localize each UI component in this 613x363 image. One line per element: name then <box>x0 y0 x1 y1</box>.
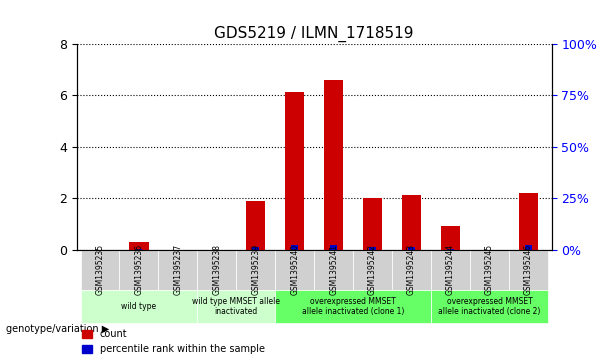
Bar <box>441 227 460 249</box>
Text: GSM1395235: GSM1395235 <box>96 244 104 295</box>
FancyBboxPatch shape <box>197 249 236 290</box>
FancyBboxPatch shape <box>275 290 431 323</box>
Text: GSM1395241: GSM1395241 <box>329 244 338 295</box>
FancyBboxPatch shape <box>120 249 158 290</box>
FancyBboxPatch shape <box>392 249 431 290</box>
FancyBboxPatch shape <box>197 290 275 323</box>
Bar <box>408 248 415 249</box>
Bar <box>330 245 337 249</box>
Bar <box>246 201 265 249</box>
Bar <box>285 93 305 249</box>
FancyBboxPatch shape <box>431 290 548 323</box>
Text: overexpressed MMSET
allele inactivated (clone 2): overexpressed MMSET allele inactivated (… <box>438 297 541 316</box>
Text: GSM1395236: GSM1395236 <box>134 244 143 295</box>
Bar <box>253 248 259 249</box>
Bar <box>525 245 531 249</box>
Bar <box>129 242 149 249</box>
Text: wild type: wild type <box>121 302 156 311</box>
Bar <box>402 195 421 249</box>
Text: GSM1395246: GSM1395246 <box>524 244 533 295</box>
Text: wild type MMSET allele
inactivated: wild type MMSET allele inactivated <box>192 297 280 316</box>
FancyBboxPatch shape <box>353 249 392 290</box>
Text: GSM1395242: GSM1395242 <box>368 244 377 295</box>
FancyBboxPatch shape <box>80 249 120 290</box>
Text: GSM1395243: GSM1395243 <box>407 244 416 295</box>
Bar <box>519 193 538 249</box>
FancyBboxPatch shape <box>314 249 353 290</box>
Text: GSM1395239: GSM1395239 <box>251 244 261 295</box>
Text: GSM1395238: GSM1395238 <box>212 244 221 295</box>
Bar <box>291 245 298 249</box>
Text: GSM1395237: GSM1395237 <box>173 244 183 295</box>
Bar <box>369 248 376 249</box>
Title: GDS5219 / ILMN_1718519: GDS5219 / ILMN_1718519 <box>215 26 414 42</box>
Text: GSM1395244: GSM1395244 <box>446 244 455 295</box>
FancyBboxPatch shape <box>158 249 197 290</box>
Text: genotype/variation ▶: genotype/variation ▶ <box>6 323 109 334</box>
FancyBboxPatch shape <box>509 249 548 290</box>
FancyBboxPatch shape <box>431 249 470 290</box>
FancyBboxPatch shape <box>470 249 509 290</box>
Text: GSM1395240: GSM1395240 <box>290 244 299 295</box>
Text: GSM1395245: GSM1395245 <box>485 244 494 295</box>
Bar <box>363 198 383 249</box>
Text: overexpressed MMSET
allele inactivated (clone 1): overexpressed MMSET allele inactivated (… <box>302 297 405 316</box>
Legend: count, percentile rank within the sample: count, percentile rank within the sample <box>78 326 268 358</box>
FancyBboxPatch shape <box>236 249 275 290</box>
FancyBboxPatch shape <box>80 290 197 323</box>
Bar <box>324 79 343 249</box>
FancyBboxPatch shape <box>275 249 314 290</box>
